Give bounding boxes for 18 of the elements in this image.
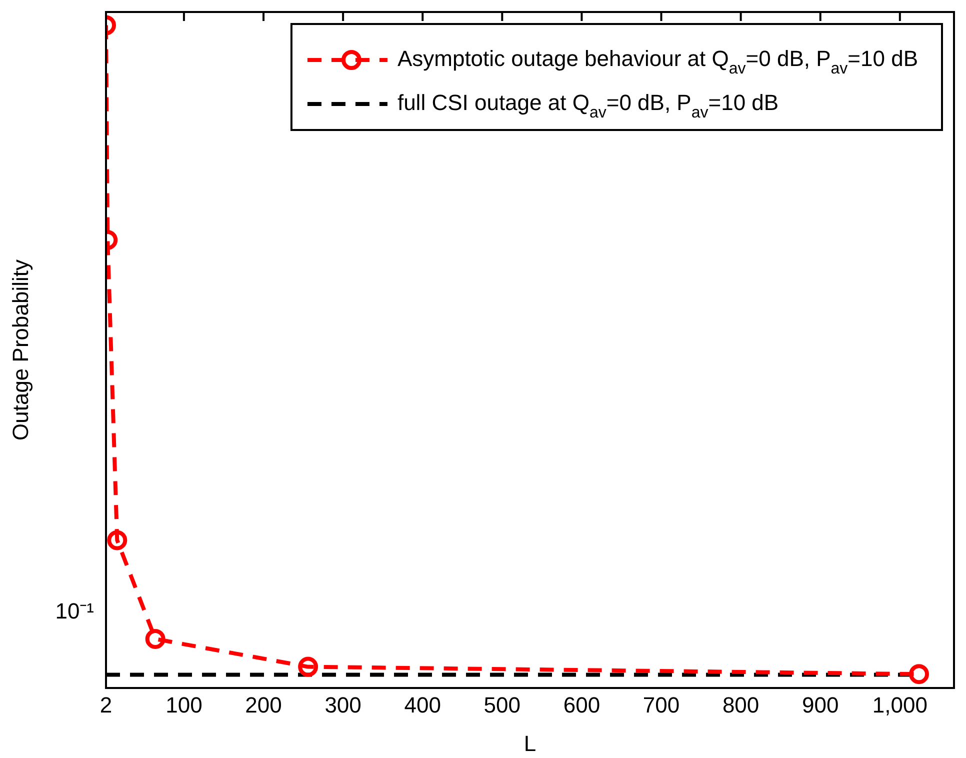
x-tick-label: 400 xyxy=(404,692,441,718)
point xyxy=(107,530,128,550)
x-tick-label: 2 xyxy=(100,692,112,718)
point xyxy=(909,664,929,684)
x-tick-label: 1,000 xyxy=(872,692,928,718)
x-tick-label: 500 xyxy=(484,692,521,718)
x-tick-label: 700 xyxy=(642,692,680,718)
x-tick-label: 200 xyxy=(245,692,282,718)
x-tick-label: 300 xyxy=(324,692,362,718)
x-tick-label: 600 xyxy=(563,692,600,718)
point xyxy=(298,656,318,677)
x-tick-label: 100 xyxy=(166,692,202,718)
x-tick-label: 900 xyxy=(802,692,839,718)
point xyxy=(145,628,166,649)
y-axis-title: Outage Probability xyxy=(8,260,34,440)
x-axis-title: L xyxy=(524,730,536,756)
text: 10⁻¹ xyxy=(55,598,94,624)
x-tick-label: 800 xyxy=(722,692,760,718)
